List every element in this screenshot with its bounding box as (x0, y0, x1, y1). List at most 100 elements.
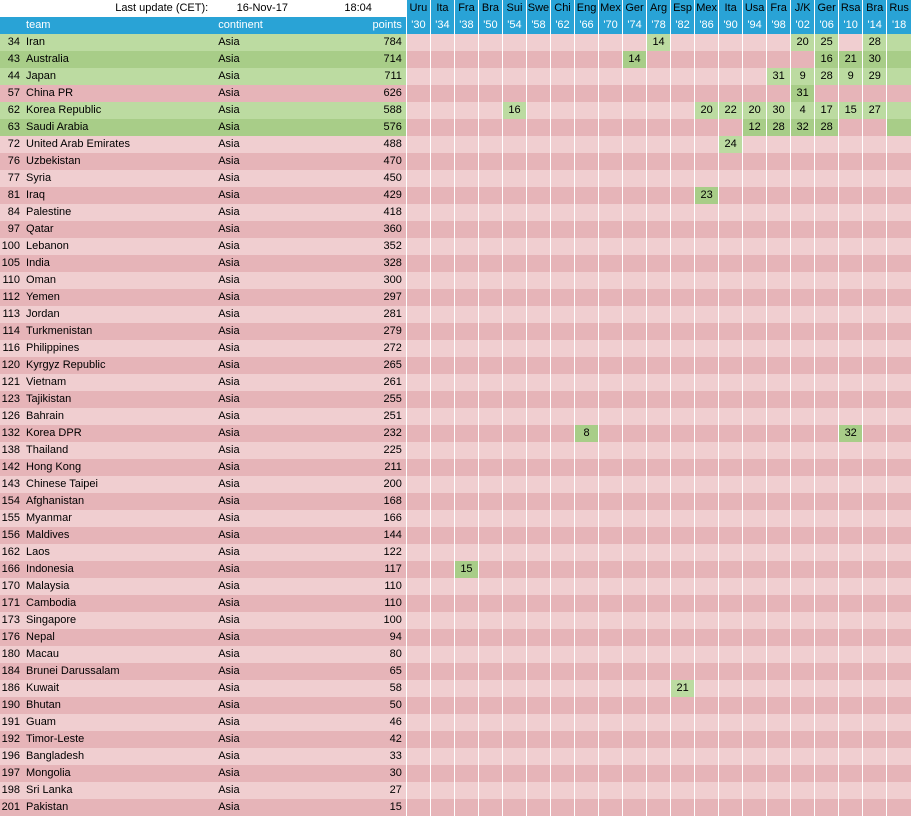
year-cell (671, 187, 695, 204)
year-cell (575, 731, 599, 748)
year-cell (863, 391, 887, 408)
year-cell (767, 646, 791, 663)
year-cell (695, 493, 719, 510)
year-cell (406, 153, 430, 170)
year-cell (647, 561, 671, 578)
header-continent[interactable]: continent (214, 17, 310, 34)
year-cell (478, 731, 502, 748)
year-cell (671, 459, 695, 476)
year-cell (815, 85, 839, 102)
year-cell (623, 748, 647, 765)
year-cell (767, 238, 791, 255)
year-cell (406, 561, 430, 578)
year-cell (791, 544, 815, 561)
year-cell (551, 221, 575, 238)
rank-cell: 120 (0, 357, 22, 374)
year-cell (478, 646, 502, 663)
year-cell (719, 34, 743, 51)
year-cell (767, 527, 791, 544)
rank-cell: 121 (0, 374, 22, 391)
year-cell (671, 102, 695, 119)
year-cell (478, 51, 502, 68)
year-cell (502, 544, 526, 561)
year-cell (551, 340, 575, 357)
year-cell (454, 459, 478, 476)
year-cell (454, 612, 478, 629)
points-cell: 33 (310, 748, 406, 765)
year-cell (623, 697, 647, 714)
year-cell (454, 578, 478, 595)
continent-cell: Asia (214, 442, 310, 459)
team-cell: Timor-Leste (22, 731, 214, 748)
year-cell (863, 153, 887, 170)
team-cell: Korea Republic (22, 102, 214, 119)
year-country-7: Eng (575, 0, 599, 17)
table-row: 110OmanAsia300 (0, 272, 911, 289)
year-cell (671, 119, 695, 136)
year-cell (719, 323, 743, 340)
year-cell (575, 799, 599, 816)
year-cell (695, 476, 719, 493)
year-cell (743, 34, 767, 51)
table-row: 57China PRAsia62631 (0, 85, 911, 102)
year-cell (526, 476, 550, 493)
year-cell (478, 612, 502, 629)
table-row: 197MongoliaAsia30 (0, 765, 911, 782)
year-cell (502, 204, 526, 221)
year-cell (478, 323, 502, 340)
year-cell (478, 374, 502, 391)
year-cell (815, 340, 839, 357)
year-cell: 20 (791, 34, 815, 51)
rank-cell: 156 (0, 527, 22, 544)
year-cell (719, 459, 743, 476)
points-cell: 94 (310, 629, 406, 646)
continent-cell: Asia (214, 425, 310, 442)
year-cell (526, 680, 550, 697)
year-cell (575, 680, 599, 697)
year-cell (719, 476, 743, 493)
year-cell (719, 612, 743, 629)
year-cell (478, 357, 502, 374)
year-cell (887, 544, 911, 561)
year-cell (863, 697, 887, 714)
year-cell (887, 136, 911, 153)
year-cell (863, 646, 887, 663)
year-cell (815, 425, 839, 442)
year-cell (599, 34, 623, 51)
year-cell (575, 442, 599, 459)
year-cell (623, 340, 647, 357)
year-cell (791, 612, 815, 629)
rank-cell: 173 (0, 612, 22, 629)
header-team[interactable]: team (22, 17, 214, 34)
year-cell (887, 238, 911, 255)
year-cell (743, 408, 767, 425)
year-country-13: Ita (719, 0, 743, 17)
continent-cell: Asia (214, 782, 310, 799)
year-cell (887, 646, 911, 663)
year-cell (599, 595, 623, 612)
year-cell (815, 442, 839, 459)
year-cell (695, 425, 719, 442)
year-cell: 12 (743, 119, 767, 136)
year-cell (887, 493, 911, 510)
year-cell (863, 170, 887, 187)
year-cell (743, 170, 767, 187)
year-cell (767, 629, 791, 646)
year-country-0: Uru (406, 0, 430, 17)
continent-cell: Asia (214, 527, 310, 544)
year-cell (575, 493, 599, 510)
year-cell (791, 357, 815, 374)
year-country-10: Arg (647, 0, 671, 17)
rank-cell: 81 (0, 187, 22, 204)
year-cell (767, 442, 791, 459)
year-cell (599, 187, 623, 204)
year-cell (887, 306, 911, 323)
year-cell (526, 119, 550, 136)
year-cell (719, 663, 743, 680)
header-points[interactable]: points (310, 17, 406, 34)
year-cell (887, 442, 911, 459)
year-cell (623, 34, 647, 51)
year-cell: 28 (767, 119, 791, 136)
year-cell (575, 238, 599, 255)
table-row: 171CambodiaAsia110 (0, 595, 911, 612)
